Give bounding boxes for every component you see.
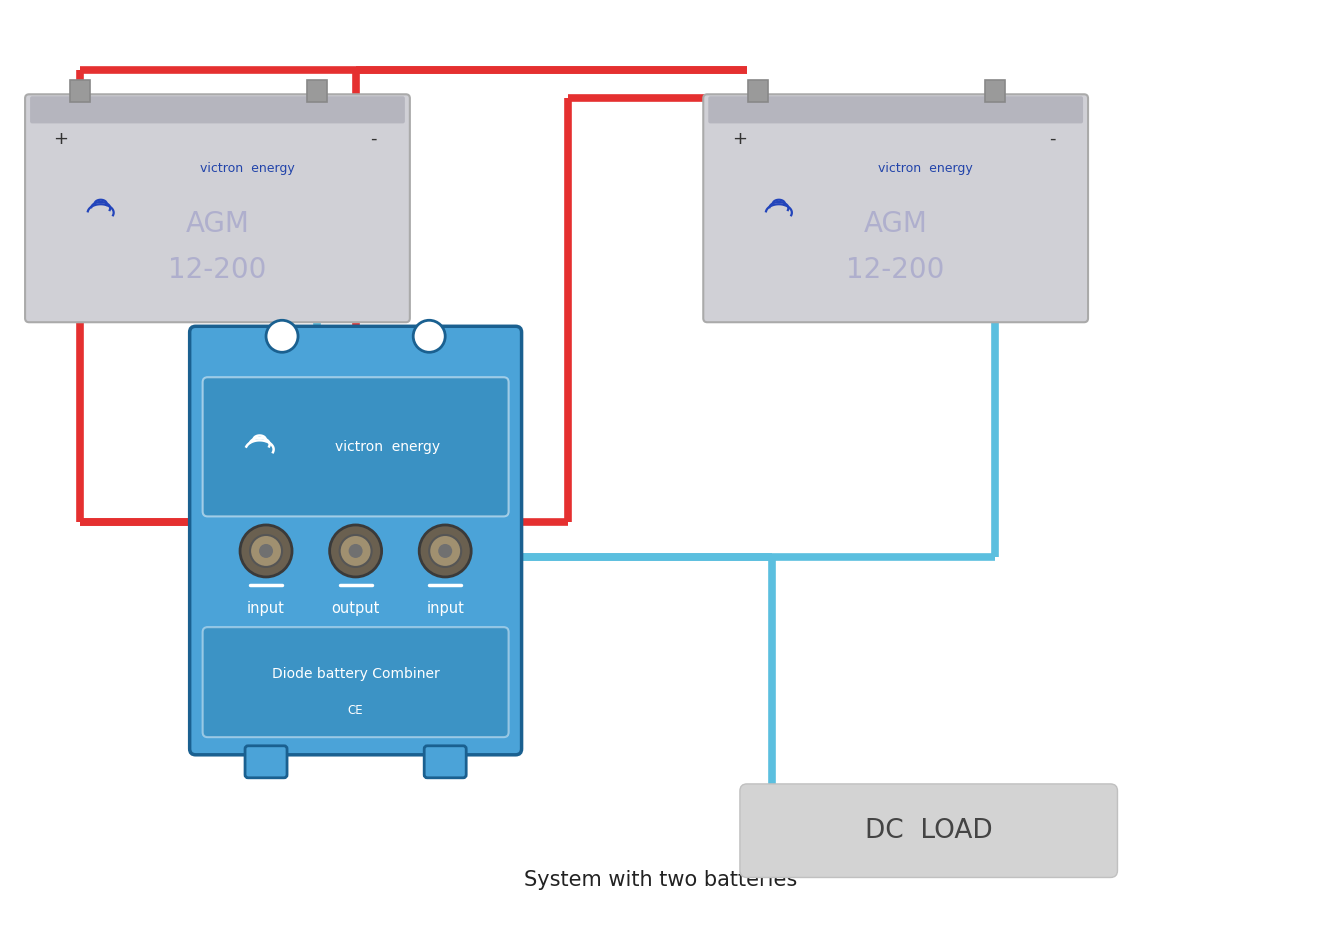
Text: System with two batteries: System with two batteries — [525, 870, 797, 890]
FancyBboxPatch shape — [740, 784, 1117, 877]
FancyBboxPatch shape — [703, 95, 1088, 322]
Bar — [70, 80, 90, 102]
FancyBboxPatch shape — [709, 96, 1083, 124]
Circle shape — [250, 535, 282, 567]
Text: +: + — [732, 130, 747, 148]
Text: Diode battery Combiner: Diode battery Combiner — [272, 667, 439, 681]
Text: -: - — [1048, 130, 1055, 148]
Circle shape — [438, 544, 452, 558]
Circle shape — [329, 525, 382, 577]
FancyBboxPatch shape — [189, 327, 522, 754]
Circle shape — [430, 535, 461, 567]
FancyBboxPatch shape — [424, 746, 467, 778]
Bar — [307, 80, 328, 102]
Text: input: input — [426, 601, 464, 616]
FancyBboxPatch shape — [202, 627, 509, 738]
FancyBboxPatch shape — [202, 377, 509, 517]
Text: victron  energy: victron energy — [878, 162, 973, 175]
Text: AGM: AGM — [863, 210, 928, 238]
Text: 12-200: 12-200 — [168, 256, 267, 284]
Circle shape — [266, 320, 297, 352]
Text: +: + — [54, 130, 69, 148]
Text: CE: CE — [348, 704, 364, 717]
Text: victron  energy: victron energy — [200, 162, 295, 175]
Text: output: output — [332, 601, 379, 616]
Text: DC  LOAD: DC LOAD — [865, 818, 993, 843]
Circle shape — [419, 525, 471, 577]
Circle shape — [349, 544, 362, 558]
Circle shape — [414, 320, 446, 352]
Text: AGM: AGM — [185, 210, 250, 238]
FancyBboxPatch shape — [245, 746, 287, 778]
Text: -: - — [370, 130, 377, 148]
Text: input: input — [247, 601, 286, 616]
Circle shape — [259, 544, 274, 558]
FancyBboxPatch shape — [30, 96, 405, 124]
Bar — [748, 80, 768, 102]
FancyBboxPatch shape — [25, 95, 410, 322]
Circle shape — [340, 535, 371, 567]
Bar — [985, 80, 1006, 102]
Text: victron  energy: victron energy — [334, 440, 440, 454]
Circle shape — [241, 525, 292, 577]
Text: 12-200: 12-200 — [846, 256, 945, 284]
